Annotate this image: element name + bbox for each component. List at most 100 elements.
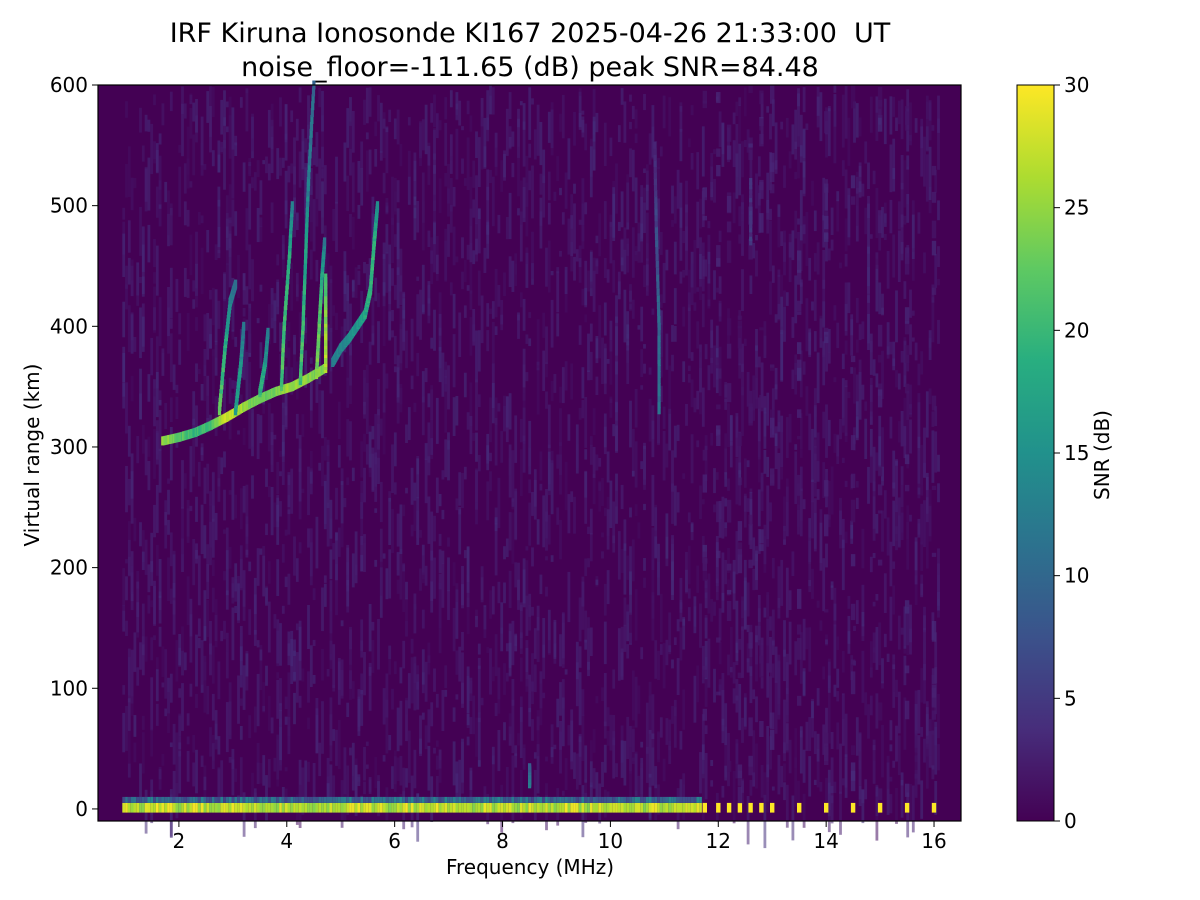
noise-speck <box>141 425 145 454</box>
ground-echo-cell <box>623 802 627 813</box>
ground-echo-cell <box>270 802 274 813</box>
ground-echo-cell <box>136 802 140 813</box>
noise-speck <box>539 483 543 491</box>
noise-speck <box>206 544 210 582</box>
noise-speck <box>186 736 190 745</box>
noise-speck <box>760 765 764 798</box>
noise-speck <box>195 317 198 331</box>
noise-speck <box>206 418 210 424</box>
noise-speck <box>872 632 876 663</box>
noise-speck <box>704 615 708 631</box>
ground-echo-cell <box>231 802 235 813</box>
noise-speck <box>735 101 739 116</box>
noise-speck <box>228 238 232 288</box>
noise-speck <box>581 367 585 399</box>
noise-speck <box>349 747 352 756</box>
noise-speck <box>587 628 590 670</box>
ground-echo-cell <box>419 802 422 813</box>
ground-echo-fringe <box>452 796 456 803</box>
noise-speck <box>242 334 246 380</box>
noise-speck <box>273 434 277 440</box>
noise-speck <box>673 637 677 645</box>
noise-speck <box>573 256 576 281</box>
discrete-noise <box>877 510 883 514</box>
noise-speck <box>738 97 742 106</box>
noise-speck <box>603 302 607 336</box>
noise-speck <box>592 257 596 274</box>
noise-speck <box>172 554 176 598</box>
noise-speck <box>855 374 859 416</box>
noise-speck <box>601 337 604 384</box>
noise-speck <box>811 428 814 482</box>
noise-speck <box>620 191 624 228</box>
discrete-noise <box>759 655 764 678</box>
noise-speck <box>223 310 226 346</box>
ground-echo-cell <box>189 802 193 813</box>
discrete-noise <box>824 514 829 537</box>
noise-speck <box>150 337 154 376</box>
noise-speck <box>466 412 470 430</box>
noise-speck <box>547 514 551 545</box>
noise-speck <box>917 689 921 734</box>
noise-speck <box>396 757 400 781</box>
noise-speck <box>130 572 134 594</box>
echo-trace-cell <box>749 203 753 211</box>
discrete-noise <box>877 484 883 496</box>
noise-speck <box>444 369 448 378</box>
noise-speck <box>192 762 196 787</box>
noise-speck <box>735 124 739 177</box>
ground-echo-fringe <box>127 796 131 803</box>
ground-echo-fringe <box>189 796 193 803</box>
noise-speck <box>827 661 831 689</box>
ground-echo-fringe <box>601 796 604 803</box>
discrete-noise <box>770 364 775 368</box>
noise-speck <box>587 333 590 372</box>
noise-speck <box>517 314 520 339</box>
noise-speck <box>578 672 582 726</box>
noise-speck <box>659 385 663 402</box>
noise-speck <box>875 258 879 269</box>
noise-speck <box>169 267 173 319</box>
noise-speck <box>855 497 859 509</box>
noise-speck <box>783 290 786 331</box>
noise-speck <box>727 127 730 163</box>
discrete-noise <box>726 383 732 403</box>
noise-speck <box>707 365 711 391</box>
discrete-noise <box>702 100 707 109</box>
ground-echo-cell <box>629 802 632 813</box>
noise-speck <box>175 384 179 394</box>
ground-echo-fringe <box>332 796 336 803</box>
noise-speck <box>707 573 711 614</box>
noise-speck <box>424 458 428 504</box>
noise-speck <box>304 138 308 153</box>
ground-echo-cell <box>144 802 148 813</box>
noise-speck <box>584 397 588 448</box>
noise-speck <box>839 743 842 794</box>
noise-speck <box>421 201 425 251</box>
noise-speck <box>701 188 705 215</box>
noise-speck <box>685 180 688 213</box>
noise-speck <box>396 109 400 145</box>
ground-echo-cell <box>592 802 596 813</box>
noise-speck <box>197 461 201 487</box>
noise-speck <box>315 698 319 728</box>
ground-echo-fringe <box>407 796 411 803</box>
noise-speck <box>363 467 366 503</box>
echo-trace-cell <box>308 142 312 152</box>
x-tick-label: 4 <box>280 829 293 853</box>
echo-trace-cell <box>286 264 290 274</box>
noise-speck <box>699 485 702 520</box>
echo-trace-cell <box>657 371 661 379</box>
echo-trace-cell <box>656 295 660 303</box>
noise-speck <box>245 362 249 379</box>
echo-trace-cell <box>287 259 291 269</box>
noise-speck <box>130 259 134 281</box>
noise-speck <box>455 256 459 263</box>
noise-speck <box>822 724 826 755</box>
ground-echo-fringe <box>567 796 571 803</box>
ground-echo-cell <box>435 802 439 813</box>
noise-speck <box>673 196 677 224</box>
noise-speck <box>581 689 585 716</box>
ground-echo-cell <box>511 802 515 813</box>
noise-speck <box>312 588 316 601</box>
